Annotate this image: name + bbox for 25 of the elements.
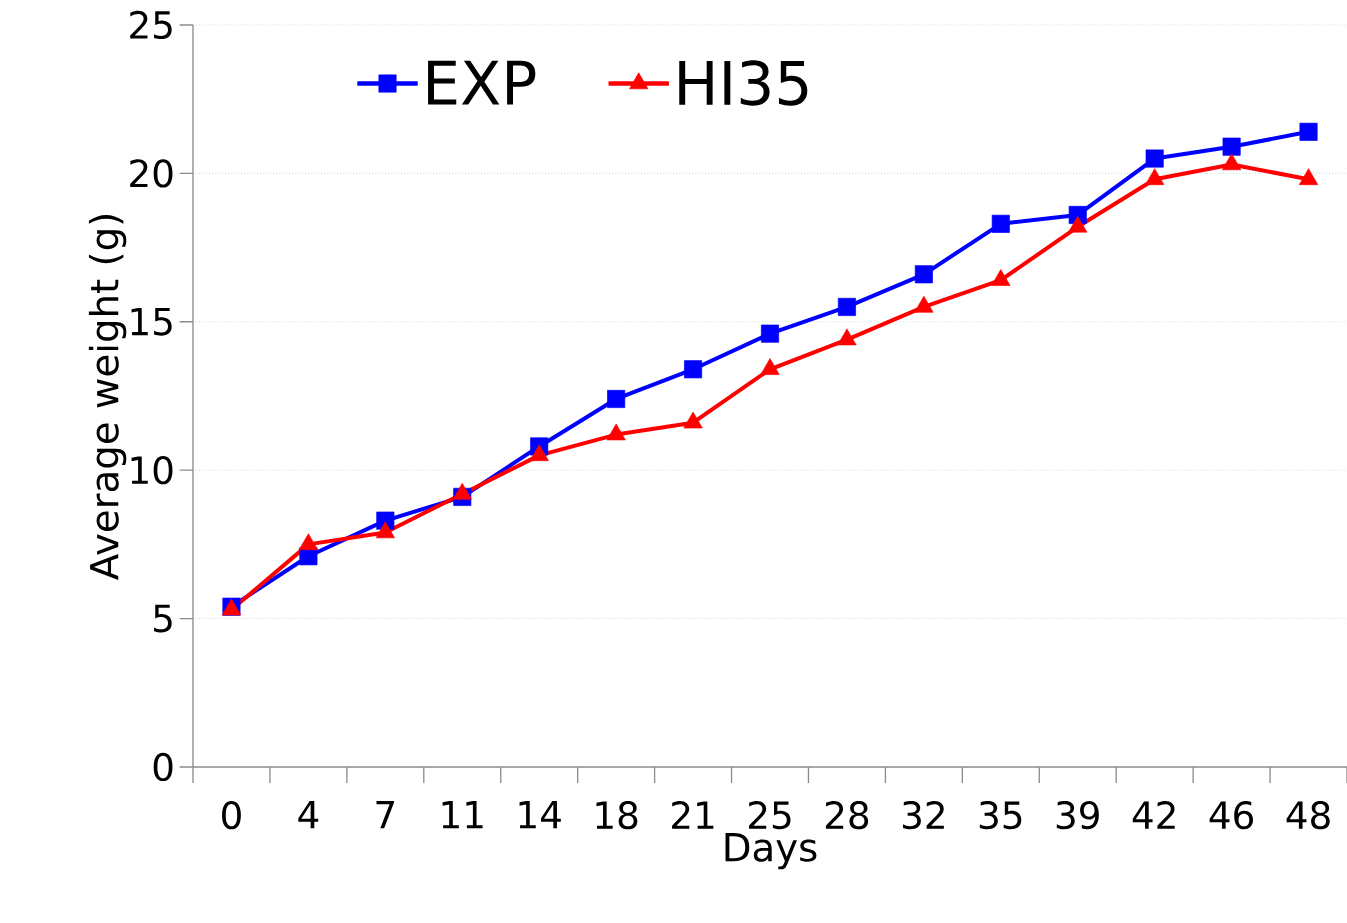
x-tick-label: 32 (902, 801, 944, 830)
x-tick-label: 21 (672, 801, 714, 829)
x-axis-title: Days (725, 833, 817, 870)
y-axis-title: Average weight (g) (88, 215, 127, 580)
legend-label: HI35 (679, 60, 808, 106)
x-tick-label: 46 (1209, 801, 1253, 830)
x-tick-label: 11 (442, 801, 483, 829)
legend-label: EXP (428, 60, 536, 105)
x-tick-label: 25 (748, 801, 791, 830)
x-tick-label: 39 (1056, 801, 1099, 830)
x-tick-label: 28 (825, 801, 869, 830)
y-tick-label: 5 (154, 604, 172, 633)
x-tick-label: 42 (1132, 801, 1175, 829)
y-tick-label: 20 (130, 159, 173, 188)
x-tick-label: 7 (376, 801, 395, 829)
x-tick-label: 4 (298, 801, 319, 829)
x-tick-label: 0 (222, 801, 241, 830)
y-tick-label: 25 (130, 10, 172, 40)
y-tick-label: 0 (153, 752, 173, 782)
x-tick-label: 48 (1286, 801, 1330, 830)
x-tick-label: 18 (596, 801, 638, 830)
y-tick-label: 15 (131, 307, 172, 336)
x-tick-label: 35 (979, 801, 1022, 830)
y-tick-label: 10 (131, 456, 173, 485)
x-tick-label: 14 (519, 801, 561, 829)
